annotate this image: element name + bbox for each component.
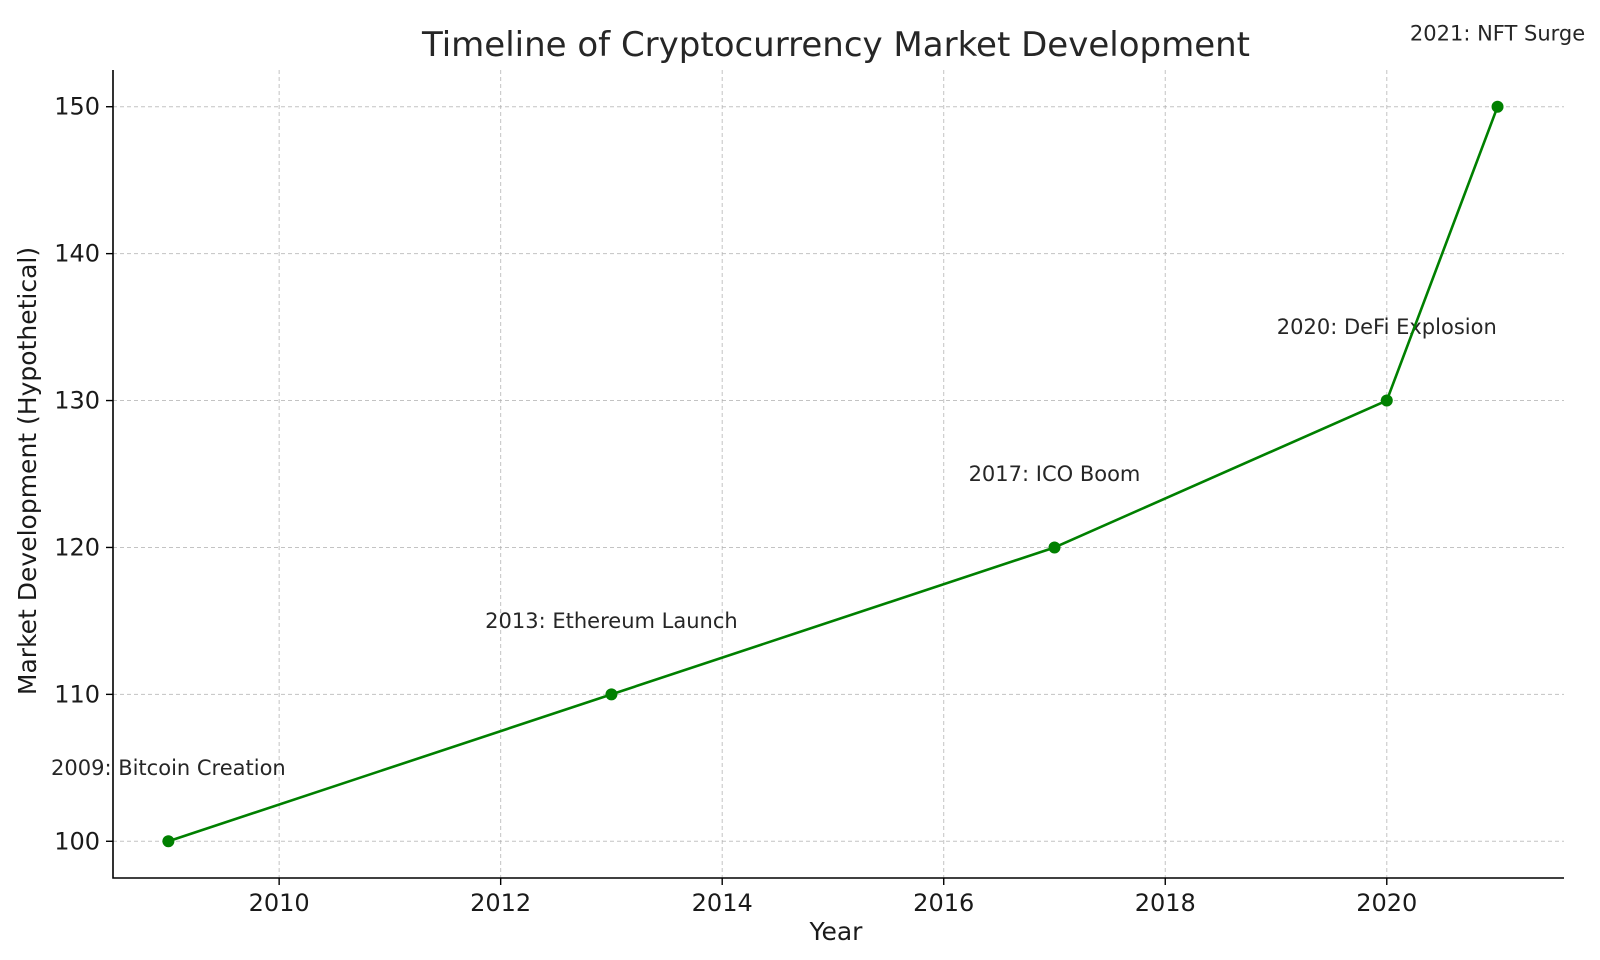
x-tick-label: 2018 bbox=[1135, 889, 1196, 917]
y-tick-label: 120 bbox=[54, 533, 100, 561]
x-tick-label: 2012 bbox=[470, 889, 531, 917]
grid bbox=[113, 70, 1564, 878]
data-point bbox=[605, 688, 618, 701]
y-axis-label: Market Development (Hypothetical) bbox=[13, 247, 42, 695]
annotation-label: 2009: Bitcoin Creation bbox=[51, 756, 286, 780]
axis-spines bbox=[112, 70, 1564, 879]
annotation-label: 2017: ICO Boom bbox=[969, 462, 1141, 486]
y-tick-label: 110 bbox=[54, 680, 100, 708]
data-point bbox=[1491, 100, 1504, 113]
y-tick-label: 100 bbox=[54, 827, 100, 855]
x-tick-label: 2016 bbox=[913, 889, 974, 917]
data-point bbox=[1048, 541, 1061, 554]
series bbox=[162, 100, 1504, 848]
annotation-label: 2020: DeFi Explosion bbox=[1277, 315, 1497, 339]
x-tick-label: 2020 bbox=[1356, 889, 1417, 917]
y-tick-label: 130 bbox=[54, 387, 100, 415]
chart-title: Timeline of Cryptocurrency Market Develo… bbox=[421, 25, 1250, 65]
annotations: 2009: Bitcoin Creation 2013: Ethereum Lau… bbox=[51, 21, 1585, 780]
y-tick-label: 140 bbox=[54, 240, 100, 268]
series-line bbox=[167, 106, 1499, 843]
y-tick-label: 150 bbox=[54, 93, 100, 121]
annotation-label: 2021: NFT Surge bbox=[1410, 21, 1585, 45]
data-point bbox=[1380, 394, 1393, 407]
x-axis-label: Year bbox=[809, 917, 864, 946]
x-tick-label: 2014 bbox=[692, 889, 753, 917]
axes: 2010 2012 2014 2016 2018 2020 100 110 120 130 140 1… bbox=[54, 70, 1564, 917]
data-point bbox=[162, 835, 175, 848]
x-tick-label: 2010 bbox=[249, 889, 310, 917]
annotation-label: 2013: Ethereum Launch bbox=[485, 609, 738, 633]
